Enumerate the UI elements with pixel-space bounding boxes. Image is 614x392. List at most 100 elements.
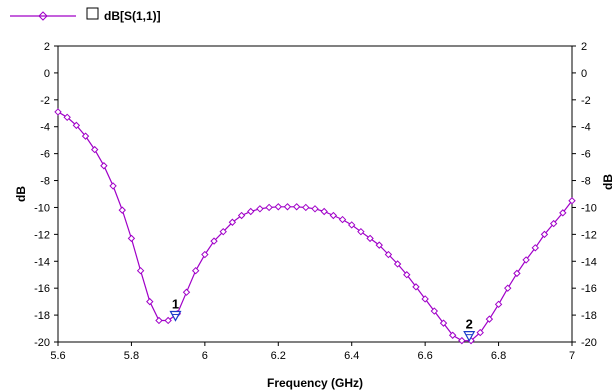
data-point — [348, 221, 356, 229]
data-point — [228, 218, 237, 226]
y-tick-label-left: -4 — [40, 122, 50, 134]
data-point — [63, 113, 71, 122]
x-axis: 5.6 5.8 6 6.2 6.4 6.6 6.8 7 — [50, 342, 575, 362]
y-tick-label-left: -20 — [34, 337, 50, 349]
data-point — [292, 203, 301, 211]
data-point — [320, 207, 328, 216]
marker-label: 2 — [466, 317, 473, 332]
y-axis-title-right: dB — [601, 174, 614, 190]
data-point — [155, 316, 163, 325]
y-tick-label-left: -2 — [40, 95, 50, 107]
x-tick-label: 5.6 — [50, 350, 65, 362]
data-point — [256, 205, 264, 213]
y-tick-label-right: -4 — [581, 122, 591, 134]
marker-triangle[interactable] — [169, 310, 182, 322]
y-axis-right: 2 0 -2 -4 -6 -8 -10 -12 -14 -16 -18 -20 — [572, 41, 597, 349]
x-tick-label: 6.2 — [271, 350, 286, 362]
data-point — [448, 331, 457, 339]
data-point — [439, 319, 448, 327]
y-tick-label-left: -14 — [34, 256, 50, 268]
data-point — [265, 203, 273, 212]
x-tick-label: 7 — [569, 350, 575, 362]
marker-triangle[interactable] — [463, 331, 476, 342]
legend-entry-label: dB[S(1,1)] — [104, 9, 161, 23]
y-tick-label-left: -18 — [34, 310, 50, 322]
data-point — [210, 237, 218, 245]
data-point — [384, 250, 393, 259]
data-point — [366, 234, 374, 243]
y-tick-label-left: -12 — [34, 229, 50, 241]
legend-checkbox[interactable] — [86, 7, 99, 20]
markers: 12 — [169, 296, 476, 342]
data-point — [146, 297, 154, 306]
y-tick-label-right: -16 — [581, 283, 597, 295]
data-point — [191, 266, 200, 275]
data-point — [421, 295, 429, 303]
data-point — [559, 209, 567, 217]
y-tick-label-right: -20 — [581, 337, 597, 349]
data-point — [91, 145, 99, 154]
data-point — [81, 132, 90, 140]
data-point — [485, 315, 494, 323]
data-point — [136, 266, 145, 275]
data-point — [182, 288, 191, 296]
data-point — [283, 203, 292, 211]
data-point — [476, 328, 484, 337]
marker-label: 1 — [172, 296, 179, 311]
data-point — [357, 227, 365, 236]
data-point — [237, 211, 246, 220]
y-tick-label-right: 0 — [581, 68, 587, 80]
y-tick-label-left: -16 — [34, 283, 50, 295]
data-point — [54, 108, 62, 116]
data-point — [127, 234, 136, 243]
data-point — [375, 241, 383, 249]
data-point — [531, 244, 539, 252]
data-point — [513, 269, 521, 278]
data-point — [302, 203, 310, 212]
y-tick-label-left: -10 — [34, 202, 50, 214]
data-point — [522, 256, 530, 264]
data-point — [403, 271, 411, 279]
legend-diamond-icon — [38, 11, 48, 21]
data-point — [393, 260, 402, 268]
y-tick-label-left: 0 — [44, 68, 50, 80]
y-tick-label-left: -8 — [40, 176, 50, 188]
data-point — [118, 206, 126, 214]
y-tick-label-right: -18 — [581, 310, 597, 322]
x-tick-label: 6.6 — [417, 350, 432, 362]
y-tick-label-left: 2 — [44, 41, 50, 53]
y-tick-label-right: -8 — [581, 176, 591, 188]
data-point — [549, 219, 558, 228]
x-axis-title: Frequency (GHz) — [267, 376, 363, 390]
y-axis-title-left: dB — [14, 186, 28, 202]
data-point — [219, 227, 227, 236]
y-tick-label-right: 2 — [581, 41, 587, 53]
data-point — [494, 300, 503, 309]
plot-area — [57, 45, 573, 343]
x-tick-label: 6.8 — [491, 350, 506, 362]
y-tick-label-right: -6 — [581, 149, 591, 161]
y-tick-label-left: -6 — [40, 149, 50, 161]
y-tick-label-right: -14 — [581, 256, 597, 268]
data-point — [109, 182, 117, 190]
data-point — [72, 121, 81, 130]
data-point — [458, 336, 466, 345]
y-axis-left: 2 0 -2 -4 -6 -8 -10 -12 -14 -16 -18 -20 — [34, 41, 58, 349]
data-point — [568, 197, 576, 205]
y-tick-label-right: -10 — [581, 202, 597, 214]
data-point — [164, 316, 172, 325]
x-tick-label: 6.4 — [344, 350, 359, 362]
x-tick-label: 5.8 — [124, 350, 139, 362]
data-point — [430, 307, 439, 315]
series-s11 — [54, 108, 576, 345]
data-point — [338, 215, 347, 224]
data-point — [329, 211, 338, 220]
data-point — [274, 203, 282, 211]
x-tick-label: 6 — [202, 350, 208, 362]
data-point — [100, 162, 108, 170]
data-point — [504, 284, 512, 292]
y-tick-label-right: -12 — [581, 229, 597, 241]
data-point — [540, 230, 549, 239]
data-point — [311, 205, 319, 213]
